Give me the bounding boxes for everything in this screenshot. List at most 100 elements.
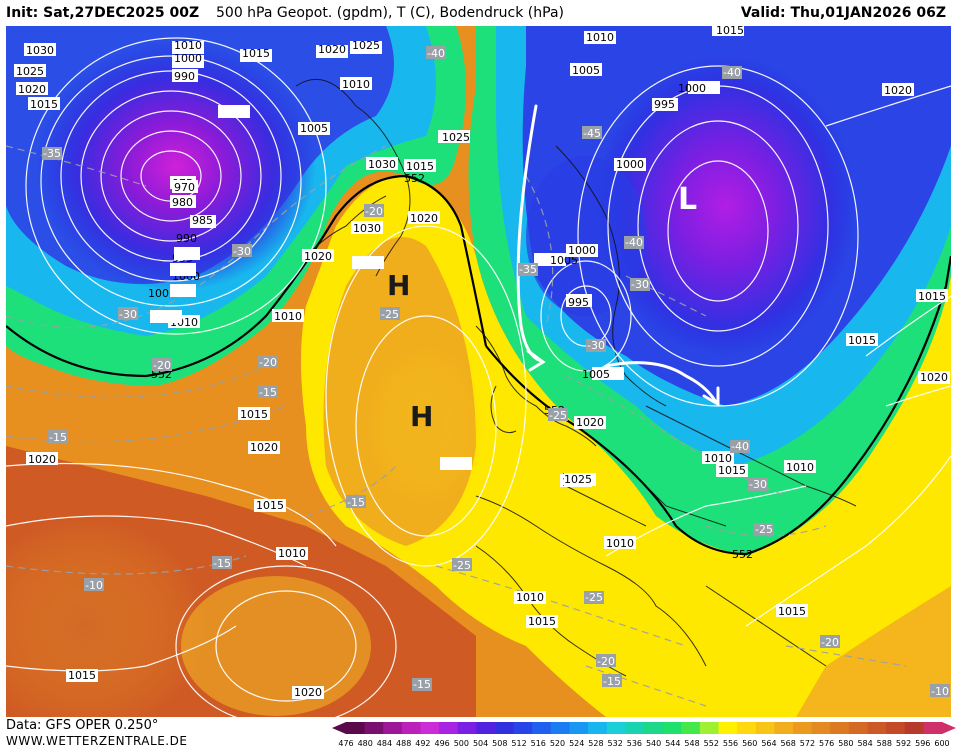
scale-tick-label: 492 [415, 739, 430, 748]
svg-text:1020: 1020 [18, 83, 46, 96]
scale-swatch [383, 722, 403, 734]
scale-swatch [346, 722, 366, 734]
svg-text:-20: -20 [153, 359, 171, 372]
scale-arrow-right [942, 722, 956, 734]
scale-swatch [420, 722, 440, 734]
svg-text:1025: 1025 [564, 473, 592, 486]
svg-text:1025: 1025 [442, 131, 470, 144]
svg-text:-15: -15 [413, 678, 431, 691]
scale-tick-label: 584 [857, 739, 872, 748]
scale-tick-label: 580 [838, 739, 853, 748]
svg-text:-20: -20 [821, 636, 839, 649]
footer-bar: Data: GFS OPER 0.250° WWW.WETTERZENTRALE… [0, 717, 958, 750]
svg-text:1010: 1010 [174, 39, 202, 52]
scale-swatch [923, 722, 943, 734]
svg-text:1000: 1000 [568, 244, 596, 257]
svg-text:552: 552 [151, 368, 172, 381]
svg-text:1030: 1030 [353, 222, 381, 235]
red-core [6, 516, 206, 717]
svg-text:1015: 1015 [30, 98, 58, 111]
scale-tick-label: 576 [819, 739, 834, 748]
svg-text:1005: 1005 [148, 287, 176, 300]
scale-swatch [625, 722, 645, 734]
website-label: WWW.WETTERZENTRALE.DE [6, 734, 188, 748]
scale-tick-label: 524 [569, 739, 584, 748]
svg-text:1030: 1030 [368, 158, 396, 171]
svg-text:1005: 1005 [582, 368, 610, 381]
svg-text:995: 995 [654, 98, 675, 111]
svg-text:1015: 1015 [256, 499, 284, 512]
svg-text:1005: 1005 [550, 254, 578, 267]
high-core-south [181, 576, 371, 716]
svg-text:-30: -30 [749, 478, 767, 491]
svg-text:1015: 1015 [406, 160, 434, 173]
svg-text:1015: 1015 [240, 408, 268, 421]
scale-swatch [774, 722, 794, 734]
scale-swatch [662, 722, 682, 734]
svg-text:1020: 1020 [304, 250, 332, 263]
svg-text:1010: 1010 [586, 31, 614, 44]
svg-text:-30: -30 [631, 278, 649, 291]
svg-text:1025: 1025 [352, 39, 380, 52]
svg-text:1015: 1015 [718, 464, 746, 477]
svg-text:-15: -15 [347, 496, 365, 509]
svg-text:970: 970 [174, 181, 195, 194]
svg-text:-40: -40 [731, 440, 749, 453]
flow-arrow-east [604, 361, 718, 404]
svg-text:1010: 1010 [274, 310, 302, 323]
svg-text:1015: 1015 [918, 290, 946, 303]
scale-tick-label: 552 [704, 739, 719, 748]
scale-swatch [495, 722, 515, 734]
scale-swatch [793, 722, 813, 734]
svg-text:1020: 1020 [294, 686, 322, 699]
svg-text:1025: 1025 [16, 65, 44, 78]
svg-text:-40: -40 [723, 66, 741, 79]
scale-tick-label: 540 [646, 739, 661, 748]
svg-text:1030: 1030 [26, 44, 54, 57]
scale-swatch [569, 722, 589, 734]
scale-swatch [811, 722, 831, 734]
scale-tick-label: 508 [492, 739, 507, 748]
svg-text:1020: 1020 [410, 212, 438, 225]
scale-tick-label: 484 [377, 739, 392, 748]
flow-arrow-east-head [702, 386, 720, 407]
pressure-high-central: H [410, 400, 433, 433]
scale-swatch [904, 722, 924, 734]
scale-swatch [550, 722, 570, 734]
scale-tick-label: 536 [627, 739, 642, 748]
scale-tick-label: 560 [742, 739, 757, 748]
svg-text:1005: 1005 [300, 122, 328, 135]
scale-swatch [532, 722, 552, 734]
svg-text:-45: -45 [583, 127, 601, 140]
scale-swatch [644, 722, 664, 734]
svg-text:1015: 1015 [242, 47, 270, 60]
svg-text:985: 985 [192, 214, 213, 227]
scale-swatch [886, 722, 906, 734]
scale-tick-label: 504 [473, 739, 488, 748]
svg-text:-25: -25 [585, 591, 603, 604]
scale-swatch [867, 722, 887, 734]
scale-tick-label: 516 [531, 739, 546, 748]
svg-text:-15: -15 [259, 386, 277, 399]
scale-swatch [606, 722, 626, 734]
init-time: Init: Sat,27DEC2025 00Z [6, 5, 200, 21]
scale-swatch [755, 722, 775, 734]
svg-text:1015: 1015 [848, 334, 876, 347]
svg-text:1010: 1010 [606, 537, 634, 550]
data-source-label: Data: GFS OPER 0.250° [6, 718, 159, 733]
svg-text:-25: -25 [381, 308, 399, 321]
scale-tick-label: 548 [684, 739, 699, 748]
scale-swatch [718, 722, 738, 734]
svg-text:-15: -15 [49, 431, 67, 444]
svg-text:-40: -40 [427, 47, 445, 60]
scale-swatch [364, 722, 384, 734]
yellow-east-strip [796, 586, 951, 717]
svg-text:-25: -25 [453, 559, 471, 572]
svg-text:1020: 1020 [920, 371, 948, 384]
valid-time: Valid: Thu,01JAN2026 06Z [740, 5, 946, 21]
color-scale-legend: 476 480 484 488 492 496 500 504 508 512 516 520 524 5… [332, 722, 956, 748]
svg-text:995: 995 [568, 296, 589, 309]
scale-arrow-left [332, 722, 346, 734]
scale-tick-label: 572 [800, 739, 815, 748]
svg-text:552: 552 [732, 548, 753, 561]
